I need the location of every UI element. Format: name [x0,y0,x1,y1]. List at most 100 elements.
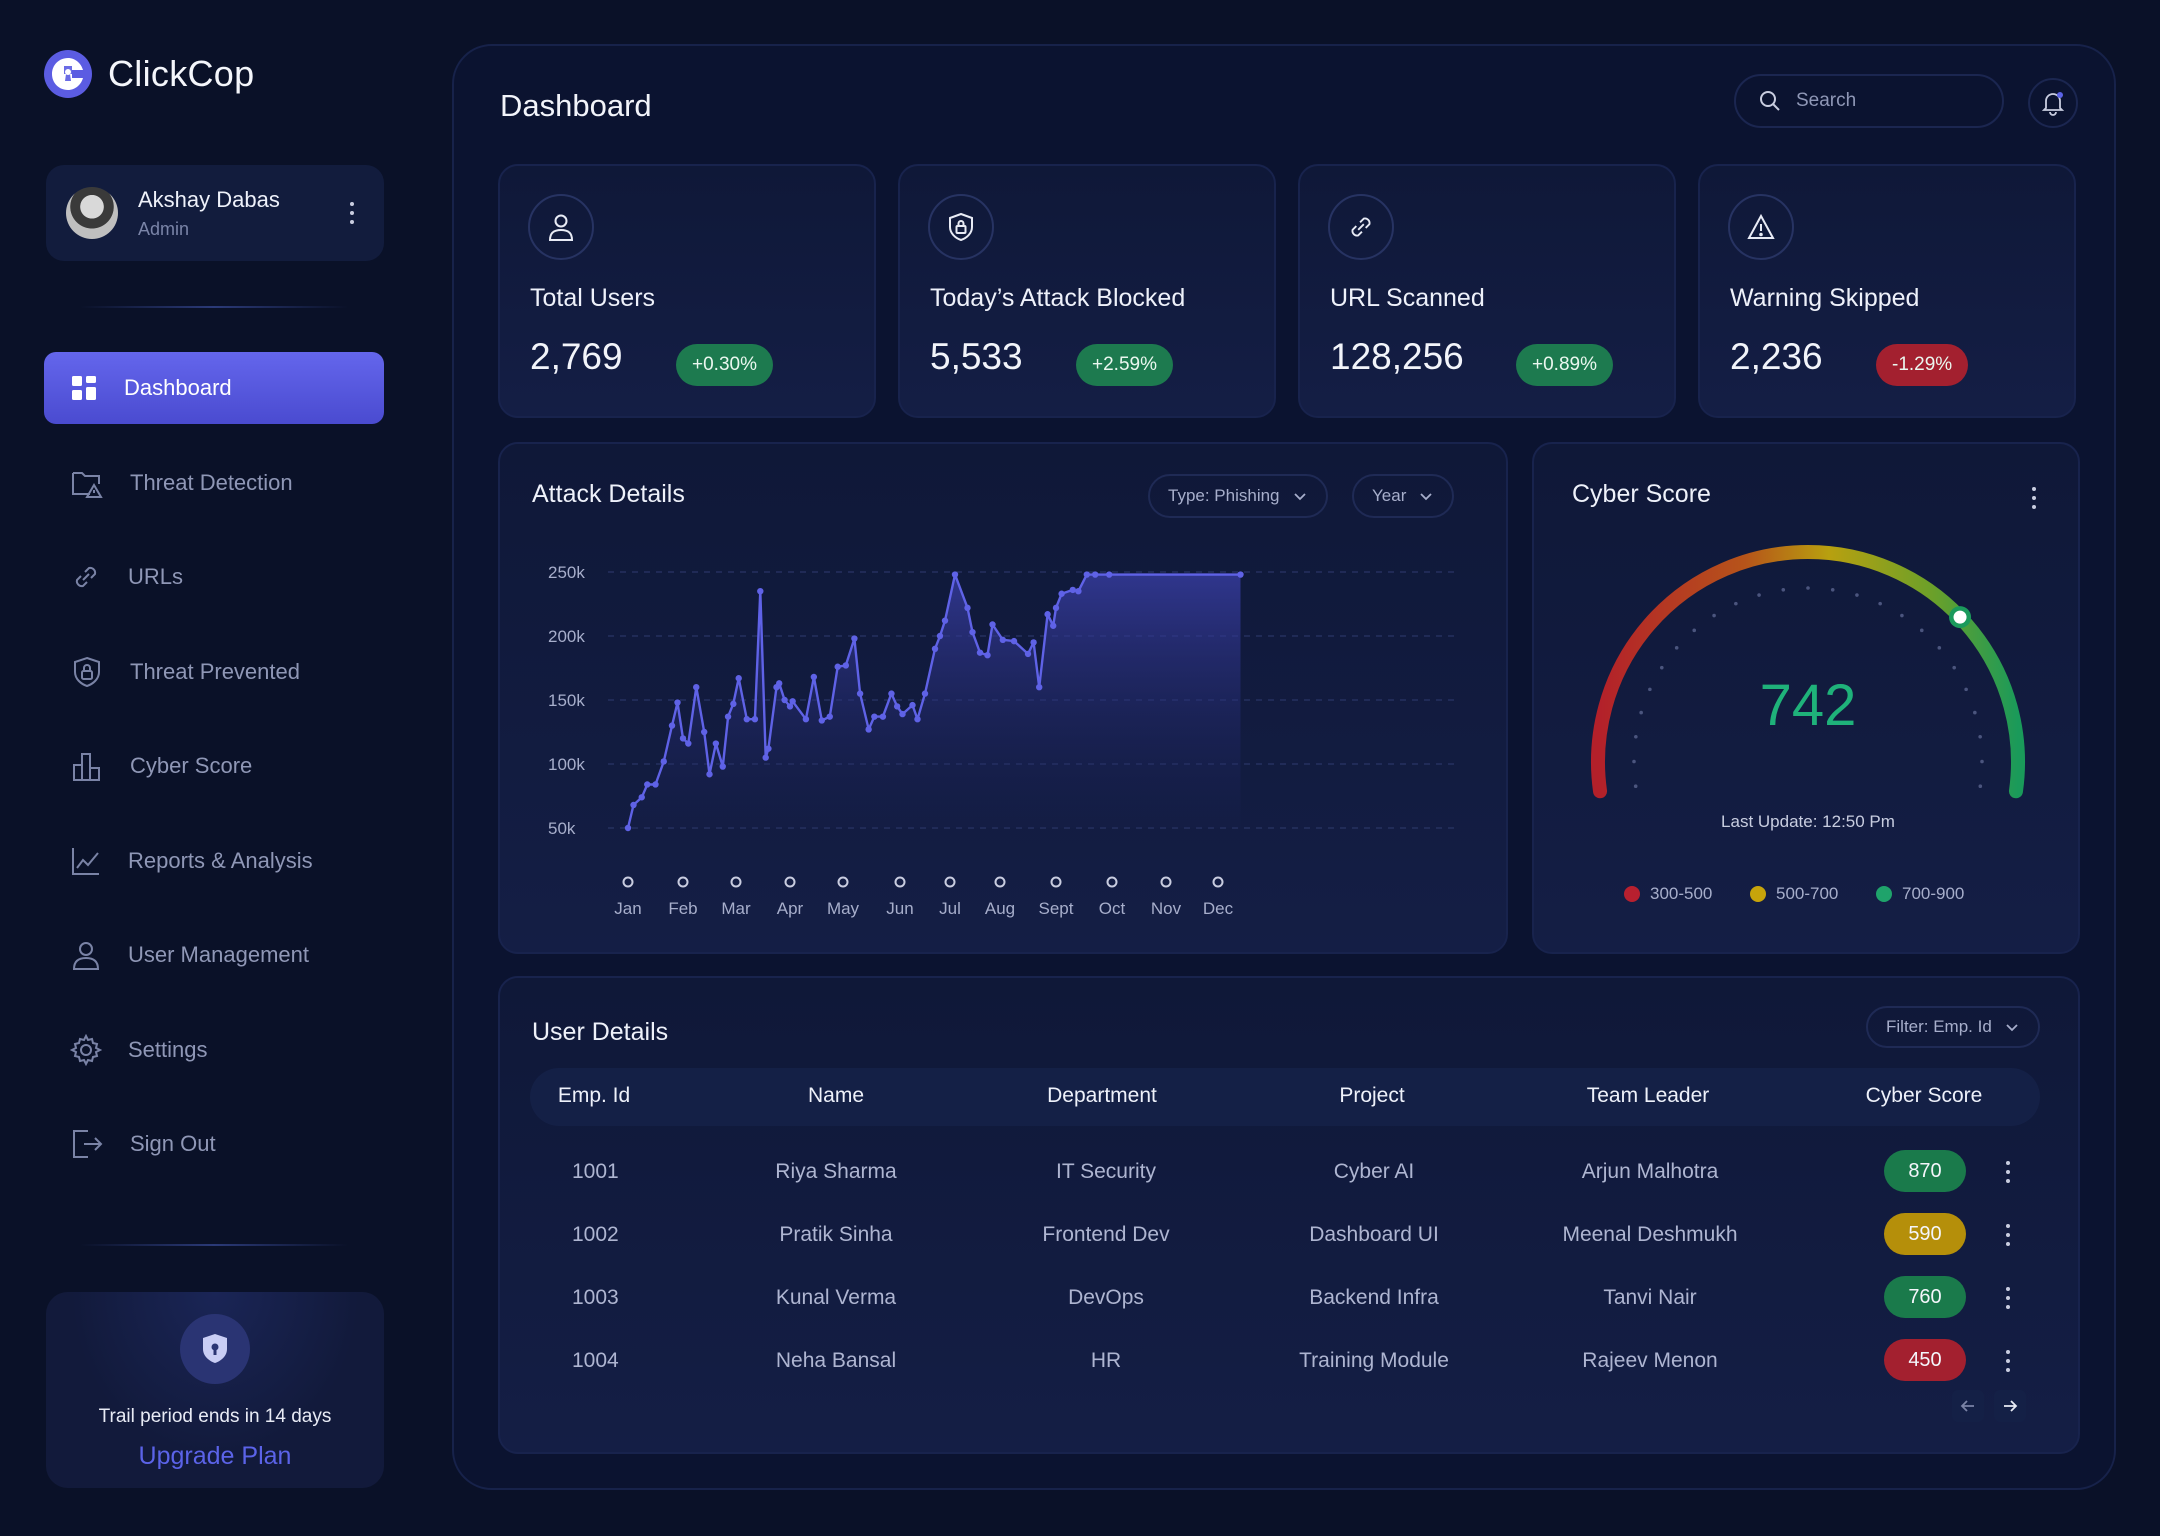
sidebar-item-threat-prevented[interactable]: Threat Prevented [44,636,384,708]
app-logo[interactable]: ClickCop [44,50,254,98]
sidebar-item-reports[interactable]: Reports & Analysis [44,825,384,897]
data-point [834,663,841,670]
column-header[interactable]: Emp. Id [557,1084,631,1107]
data-point [1050,622,1057,629]
data-point [969,628,976,636]
data-point [743,716,750,723]
column-header[interactable]: Cyber Score [1865,1084,1983,1107]
gauge-tick [1781,587,1786,592]
emp-id-filter-label: Filter: Emp. Id [1886,1017,1992,1036]
attack-details-title: Attack Details [532,480,685,508]
data-point [914,716,921,723]
data-point [1010,637,1018,645]
more-icon[interactable] [340,195,364,231]
sidebar-item-threat-detection[interactable]: Threat Detection [44,447,384,519]
x-tick-marker [894,876,906,888]
x-tick-label: May [827,899,860,918]
sidebar-item-dashboard[interactable]: Dashboard [44,352,384,424]
data-point [1075,588,1082,595]
y-tick-label: 150k [548,691,585,710]
cell-department: HR [1090,1349,1122,1372]
sidebar-item-user-management[interactable]: User Management [44,919,384,991]
data-point [630,801,637,809]
upgrade-plan-link[interactable]: Upgrade Plan [138,1442,292,1470]
data-point [1044,611,1051,618]
gauge-tick [1712,613,1716,618]
stat-label: Warning Skipped [1730,284,1920,312]
column-header[interactable]: Name [807,1084,865,1107]
type-filter-dropdown[interactable]: Type: Phishing [1148,474,1328,518]
shield-lock-icon [928,194,994,260]
row-more-icon[interactable] [1996,1343,2020,1379]
cyber-score-value: 742 [1759,673,1857,738]
cyber-score-card: Cyber Score 742 Last Update: 12:50 Pm [1532,442,2080,954]
data-point [851,635,858,642]
divider [80,306,348,308]
gauge-tick [1952,665,1957,670]
arrow-left-icon [1960,1400,1974,1412]
more-icon[interactable] [2022,480,2046,516]
folder-alert-icon [72,471,103,498]
x-tick-label: Dec [1203,899,1234,918]
emp-id-filter-dropdown[interactable]: Filter: Emp. Id [1866,1006,2040,1048]
data-point [1092,571,1099,578]
next-page-button[interactable] [1994,1390,2026,1422]
legend-item-mid: 500-700 [1750,884,1838,904]
sidebar-item-sign-out[interactable]: Sign Out [44,1108,384,1180]
stat-value: 5,533 [930,336,1023,377]
x-tick-marker [1050,876,1062,888]
data-point [781,696,788,704]
table-row[interactable]: 1003 Kunal Verma DevOps Backend Infra Ta… [500,1268,2078,1328]
gauge-tick [1639,710,1643,715]
sidebar: ClickCop Akshay Dabas Admin Dashboard Th… [0,0,430,1536]
notification-button[interactable] [2028,78,2078,128]
table-row[interactable]: 1001 Riya Sharma IT Security Cyber AI Ar… [500,1142,2078,1202]
table-row[interactable]: 1002 Pratik Sinha Frontend Dev Dashboard… [500,1205,2078,1265]
x-tick-label: Nov [1151,899,1182,918]
cell-emp-id: 1003 [572,1286,619,1309]
stat-value: 2,236 [1730,336,1823,377]
x-tick-label: Jan [614,899,641,918]
sidebar-item-cyber-score[interactable]: Cyber Score [44,730,384,802]
row-more-icon[interactable] [1996,1280,2020,1316]
gear-icon [70,1033,102,1066]
data-point [921,690,929,697]
gauge-tick [1980,759,1984,764]
sidebar-item-settings[interactable]: Settings [44,1014,384,1086]
chevron-down-icon [1293,493,1306,501]
gauge-tick [1757,593,1761,597]
x-tick-marker [730,876,742,888]
row-more-icon[interactable] [1996,1217,2020,1253]
search-input[interactable]: Search [1734,74,2004,128]
row-more-icon[interactable] [1996,1154,2020,1190]
table-row[interactable]: 1004 Neha Bansal HR Training Module Raje… [500,1331,2078,1391]
bell-icon [2041,92,2065,116]
prev-page-button[interactable] [1952,1390,1984,1422]
cell-department: DevOps [1068,1286,1144,1309]
data-point [909,701,916,709]
sidebar-item-urls[interactable]: URLs [44,541,384,613]
cell-team-leader: Rajeev Menon [1582,1349,1718,1372]
x-tick-marker [994,876,1006,888]
user-profile-card[interactable]: Akshay Dabas Admin [46,165,384,261]
period-filter-dropdown[interactable]: Year [1352,474,1455,518]
search-placeholder: Search [1796,90,1857,111]
cyber-score-badge: 760 [1884,1276,1966,1318]
page-title: Dashboard [500,88,652,123]
legend-dot [1876,886,1892,902]
bar-chart-icon [73,753,100,781]
sidebar-item-label: Reports & Analysis [128,847,313,873]
x-tick-label: Jul [939,899,961,918]
data-point [856,690,864,697]
column-header[interactable]: Department [1047,1084,1157,1107]
data-point [810,673,818,681]
column-header[interactable]: Team Leader [1586,1084,1710,1107]
data-point [789,698,796,705]
cyber-score-gauge [1591,545,2025,799]
chevron-down-icon [1420,493,1432,501]
data-point [818,717,825,724]
x-tick-label: Oct [1099,899,1126,918]
x-tick-marker [1212,876,1224,888]
column-header[interactable]: Project [1339,1084,1405,1107]
x-tick-marker [784,876,796,888]
